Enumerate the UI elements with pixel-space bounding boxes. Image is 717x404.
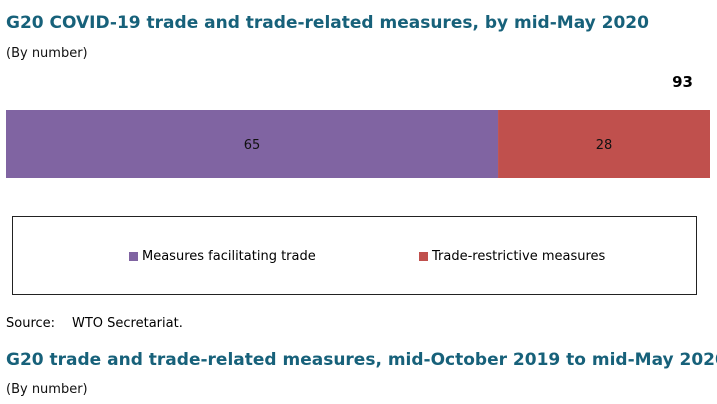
legend-label-facilitating: Measures facilitating trade	[142, 249, 316, 264]
source-label: Source:	[6, 316, 56, 331]
legend-item-restrictive: Trade-restrictive measures	[419, 249, 605, 264]
bar-segment-1	[498, 110, 710, 178]
legend: Measures facilitating trade Trade-restri…	[12, 216, 697, 295]
chart-subtitle: (By number)	[6, 46, 88, 61]
next-chart-title: G20 trade and trade-related measures, mi…	[6, 350, 717, 370]
source-note: Source: WTO Secretariat.	[6, 316, 183, 331]
legend-label-restrictive: Trade-restrictive measures	[432, 249, 606, 264]
legend-item-facilitating: Measures facilitating trade	[129, 249, 316, 264]
bar-segment-0	[6, 110, 499, 178]
total-label: 93	[672, 73, 693, 91]
bar-value-label-1: 28	[596, 138, 613, 153]
chart-title: G20 COVID-19 trade and trade-related mea…	[6, 13, 649, 33]
next-chart-subtitle: (By number)	[6, 382, 88, 397]
source-text: WTO Secretariat.	[72, 316, 183, 331]
legend-swatch-restrictive	[419, 252, 428, 261]
legend-swatch-facilitating	[129, 252, 138, 261]
bar-value-label-0: 65	[244, 138, 261, 153]
